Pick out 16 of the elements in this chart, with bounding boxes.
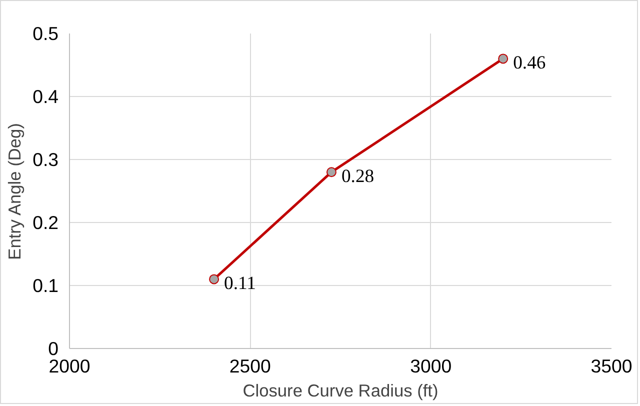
x-tick-label: 3000: [410, 356, 452, 376]
y-tick-label: 0.4: [32, 86, 59, 107]
y-tick-label: 0.5: [32, 23, 59, 44]
point: [498, 54, 508, 64]
point: [209, 274, 220, 284]
point: [326, 167, 336, 178]
data-label: 0.46: [513, 52, 546, 74]
data-label: 0.11: [224, 273, 256, 294]
y-tick-label: 0.3: [32, 149, 59, 170]
y-tick-label: 0.2: [32, 212, 59, 233]
x-tick-label: 2500: [229, 356, 271, 376]
y-tick-label: 0.1: [32, 275, 59, 296]
x-axis-title: Closure Curve Radius (ft): [242, 380, 438, 400]
y-axis-title: Entry Angle (Deg): [4, 123, 25, 260]
x-tick-label: 3500: [590, 356, 632, 376]
data-label: 0.28: [341, 166, 374, 188]
